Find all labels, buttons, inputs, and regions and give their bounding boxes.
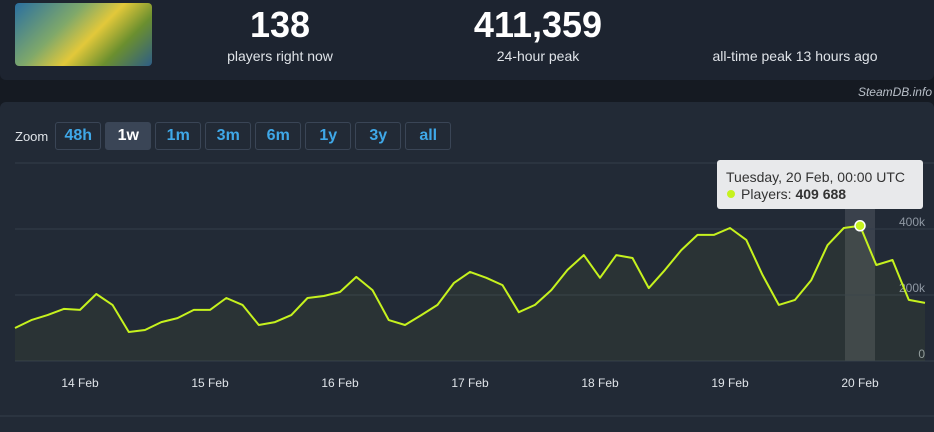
- y-tick-label: 0: [918, 347, 925, 361]
- zoom-button[interactable]: 48h: [55, 122, 102, 150]
- zoom-button[interactable]: 1m: [155, 122, 202, 150]
- tooltip-value: 409 688: [795, 186, 846, 202]
- zoom-label: Zoom: [15, 128, 49, 144]
- series-area: [15, 225, 925, 361]
- stat-label: all-time peak 13 hours ago: [712, 48, 878, 64]
- x-tick-label: 18 Feb: [581, 376, 619, 390]
- stat: 411,359 24-hour peak: [428, 4, 648, 64]
- stat-label: 24-hour peak: [496, 48, 580, 64]
- zoom-button[interactable]: all: [405, 122, 452, 150]
- zoom-button[interactable]: 6m: [255, 122, 302, 150]
- stat-value: 411,359: [473, 4, 603, 45]
- x-tick-label: 16 Feb: [321, 376, 359, 390]
- x-tick-label: 17 Feb: [451, 376, 489, 390]
- zoom-button[interactable]: 1w: [105, 122, 152, 150]
- hover-point: [854, 220, 866, 232]
- zoom-button[interactable]: 1y: [305, 122, 352, 150]
- tooltip-box: [717, 160, 923, 209]
- tooltip-label: Players:: [741, 186, 792, 202]
- stat: 138 players right now: [170, 4, 390, 64]
- game-image: [15, 3, 152, 66]
- x-tick-label: 19 Feb: [711, 376, 749, 390]
- x-tick-label: 15 Feb: [191, 376, 229, 390]
- x-tick-label: 20 Feb: [841, 376, 879, 390]
- stat: all-time peak 13 hours ago: [685, 4, 905, 64]
- chart-panel: Zoom 48h 1w 1m 3m 6m 1y 3y all: [0, 102, 934, 432]
- y-tick-label: 400k: [899, 215, 926, 229]
- stat-value: 138: [249, 4, 311, 45]
- tooltip-dot: [727, 190, 735, 198]
- header: 138 players right now 411,359 24-hour peak…: [0, 0, 934, 80]
- tooltip-row: Players: 409 688: [741, 186, 846, 202]
- zoom-button[interactable]: 3m: [205, 122, 252, 150]
- tooltip-title: Tuesday, 20 Feb, 00:00 UTC: [726, 169, 905, 185]
- x-tick-label: 14 Feb: [61, 376, 99, 390]
- credit[interactable]: SteamDB.info: [857, 85, 932, 99]
- stat-label: players right now: [227, 48, 333, 64]
- zoom-bar: Zoom 48h 1w 1m 3m 6m 1y 3y all: [15, 122, 452, 150]
- series-line: [14, 224, 926, 333]
- zoom-button[interactable]: 3y: [355, 122, 402, 150]
